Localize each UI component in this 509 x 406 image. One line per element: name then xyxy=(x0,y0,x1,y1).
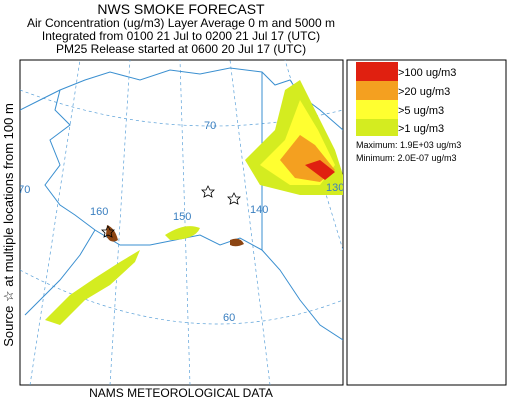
graticule-label: 150 xyxy=(173,211,191,223)
legend-label: >100 ug/m3 xyxy=(398,67,456,79)
subtitle-line: PM25 Release started at 0600 20 Jul 17 (… xyxy=(56,42,306,56)
legend-swatch xyxy=(356,119,398,136)
graticule xyxy=(20,60,343,385)
graticule-label: 130 xyxy=(326,182,344,194)
graticule-label: 170 xyxy=(12,184,30,196)
legend-maximum: Maximum: 1.9E+03 ug/m3 xyxy=(356,140,461,150)
legend-swatch xyxy=(356,100,398,119)
smoke-plume xyxy=(45,80,343,325)
legend-label: >20 ug/m3 xyxy=(398,86,450,98)
legend-swatch xyxy=(356,81,398,100)
legend-label: >1 ug/m3 xyxy=(398,123,444,135)
source-stars xyxy=(101,185,241,238)
legend-label: >5 ug/m3 xyxy=(398,105,444,117)
map-content: 70 170 160 150 140 60 130 xyxy=(12,60,344,385)
graticule-label: 140 xyxy=(250,204,268,216)
source-label: Source ☆ at multiple locations from 100 … xyxy=(1,103,16,347)
subtitle-line: Integrated from 0100 21 Jul to 0200 21 J… xyxy=(42,29,320,43)
graticule-label: 70 xyxy=(204,120,216,132)
legend-minimum: Minimum: 2.0E-07 ug/m3 xyxy=(356,153,457,163)
graticule-label: 60 xyxy=(223,312,235,324)
footer: NAMS METEOROLOGICAL DATA xyxy=(89,386,273,400)
legend-swatch xyxy=(356,62,398,81)
graticule-label: 160 xyxy=(90,206,108,218)
title: NWS SMOKE FORECAST xyxy=(97,1,265,17)
subtitle-line: Air Concentration (ug/m3) Layer Average … xyxy=(27,16,335,30)
